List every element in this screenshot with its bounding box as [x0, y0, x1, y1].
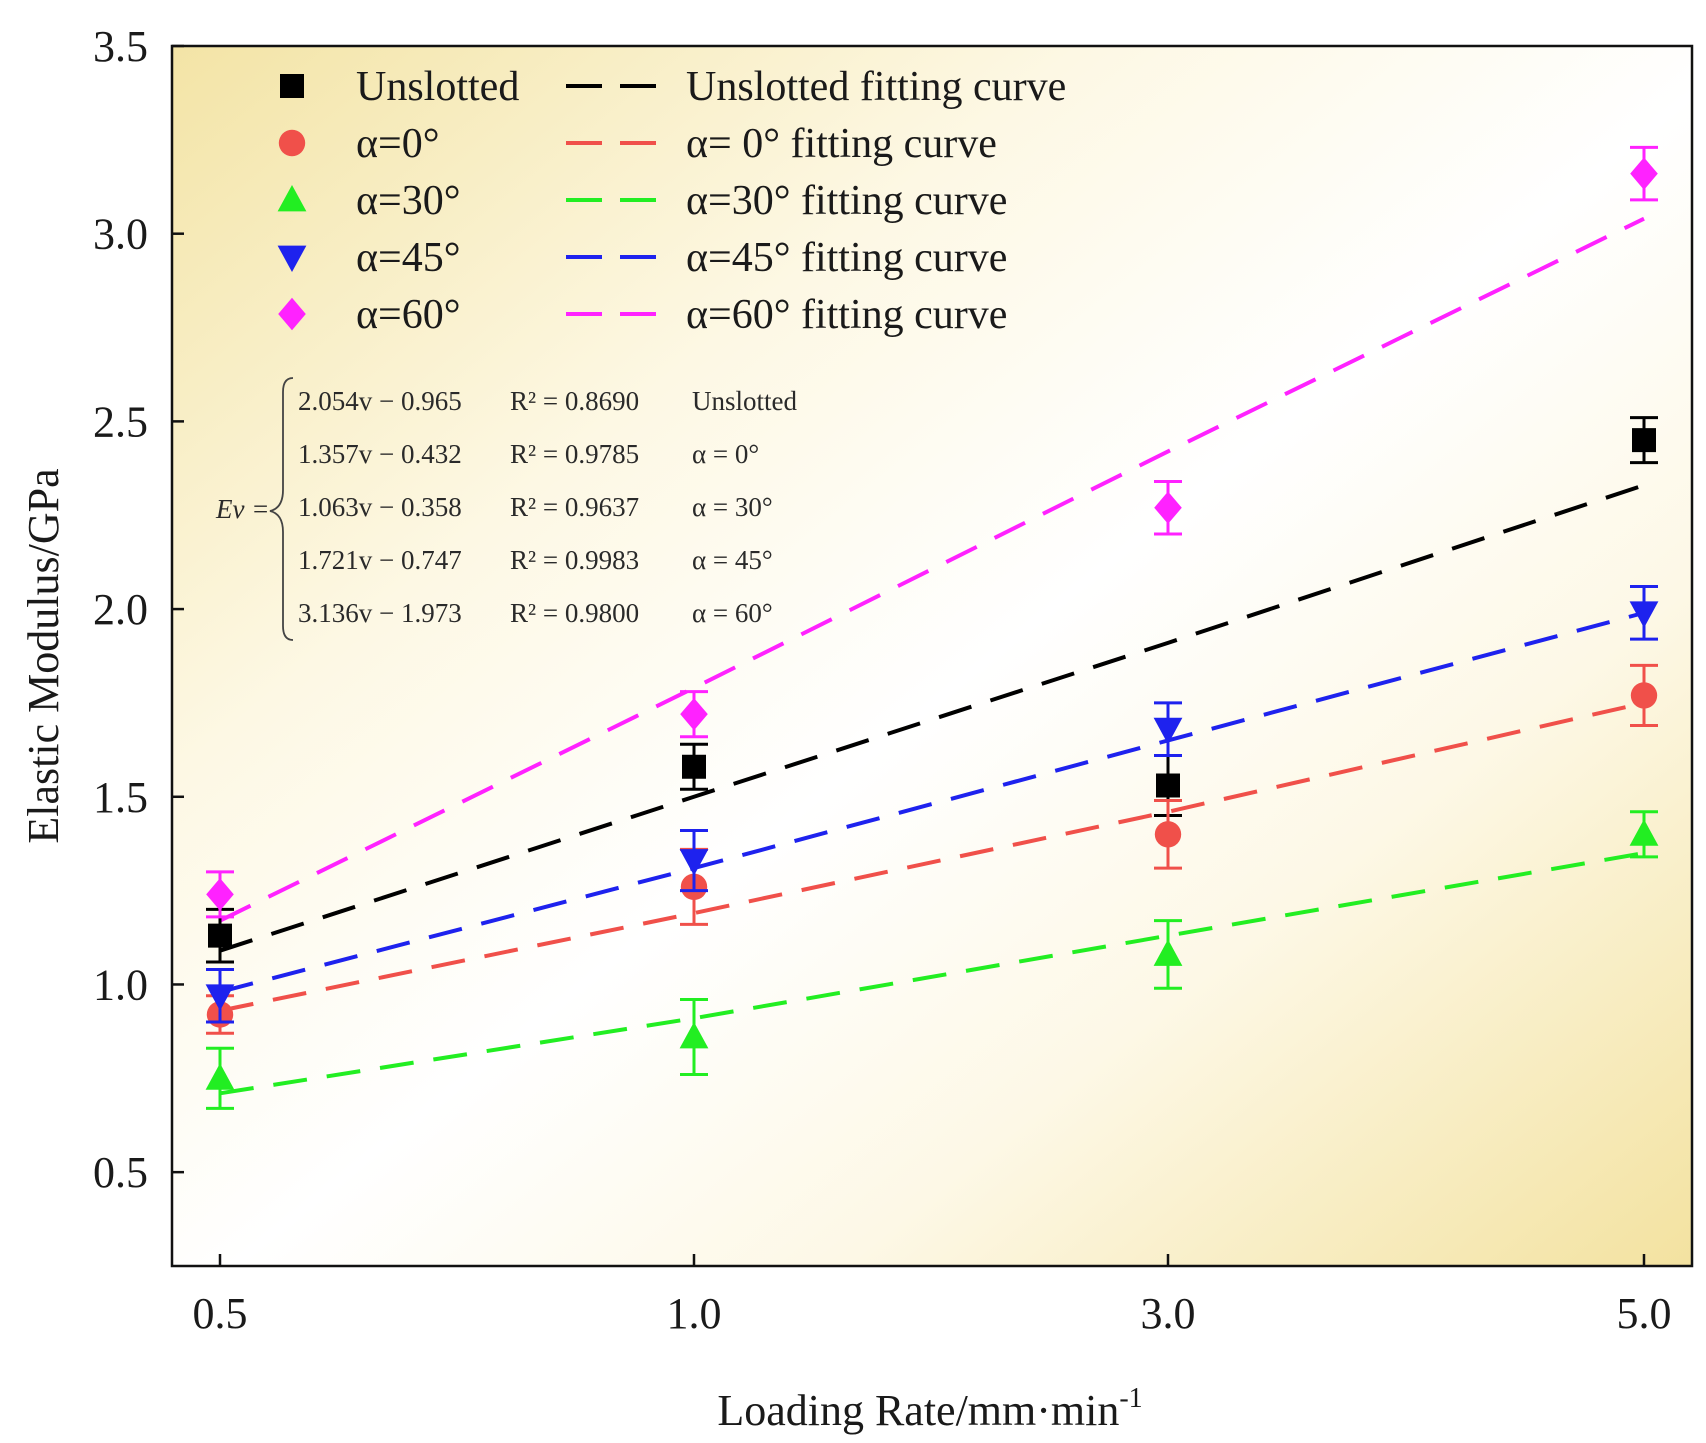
- data-point-2-1: [679, 997, 709, 1077]
- marker-triangle-down: [1629, 601, 1659, 628]
- fit-line-4: [219, 216, 1645, 923]
- marker-diamond: [206, 878, 234, 911]
- equation-label-3: α = 45°: [692, 545, 773, 575]
- marker-diamond: [1154, 491, 1182, 524]
- data-point-3-0: [205, 967, 235, 1024]
- legend-marker-2: [277, 185, 307, 212]
- data-point-1-2: [1154, 799, 1182, 870]
- legend-label-0: Unslotted: [356, 64, 519, 110]
- fit-line-3: [219, 610, 1645, 994]
- equation-expr-0: 2.054v − 0.965: [298, 386, 462, 416]
- axes: 0.5 1.0 1.5 2.0 2.5 3.0 3.5 0.5 1.0 3.0 5.0: [93, 22, 1694, 1338]
- equation-r2-4: R² = 0.9800: [510, 598, 639, 628]
- data-point-4-3: [1630, 145, 1658, 202]
- equation-expr-2: 1.063v − 0.358: [298, 492, 462, 522]
- legend-marker-3: [277, 245, 307, 272]
- legend: Unslotted Unslotted fitting curve α=0° α= 0…: [277, 64, 1066, 338]
- marker-triangle-up: [1629, 819, 1659, 846]
- x-tick-label: 3.0: [1141, 1289, 1196, 1338]
- plot-frame: [170, 44, 1694, 1268]
- legend-fit-label-3: α=45° fitting curve: [686, 235, 1007, 281]
- equation-expr-3: 1.721v − 0.747: [298, 545, 462, 575]
- plot-background: [172, 46, 1692, 1266]
- equation-label-1: α = 0°: [692, 439, 759, 469]
- fit-line-2: [219, 851, 1645, 1096]
- legend-label-1: α=0°: [356, 121, 440, 167]
- legend-fit-label-4: α=60° fitting curve: [686, 292, 1007, 338]
- legend-marker-0: [280, 74, 304, 98]
- marker-triangle-up: [1153, 939, 1183, 966]
- marker-triangle-up: [205, 1063, 235, 1090]
- legend-fit-label-0: Unslotted fitting curve: [686, 64, 1066, 110]
- marker-triangle-up: [679, 1022, 709, 1049]
- equation-r2-1: R² = 0.9785: [510, 439, 639, 469]
- data-point-1-3: [1630, 663, 1658, 727]
- y-tick-label: 3.5: [93, 22, 148, 71]
- marker-square: [208, 923, 232, 948]
- marker-square: [1156, 773, 1180, 798]
- y-tick-label: 2.5: [93, 397, 148, 446]
- x-axis-title-superscript: -1: [1119, 1383, 1142, 1414]
- legend-label-2: α=30°: [356, 178, 461, 224]
- x-axis-title: Loading Rate/mm·min-1: [717, 1383, 1142, 1435]
- data-point-2-0: [205, 1046, 235, 1110]
- y-tick-label: 1.5: [93, 773, 148, 822]
- y-axis-title: Elastic Modulus/GPa: [19, 468, 68, 843]
- legend-label-3: α=45°: [356, 235, 461, 281]
- y-tick-label: 3.0: [93, 210, 148, 259]
- equation-expr-1: 1.357v − 0.432: [298, 439, 462, 469]
- equation-brace: [269, 377, 294, 641]
- marker-square: [1632, 428, 1656, 453]
- data-point-4-0: [206, 870, 234, 919]
- fit-line-1: [219, 700, 1645, 1013]
- equation-lead: Ev =: [215, 494, 269, 524]
- data-point-4-2: [1154, 479, 1182, 536]
- data-point-4-1: [680, 690, 708, 739]
- equation-r2-3: R² = 0.9983: [510, 545, 639, 575]
- equation-label-2: α = 30°: [692, 492, 773, 522]
- y-tick-label: 2.0: [93, 585, 148, 634]
- data-point-3-3: [1629, 585, 1659, 641]
- data-point-2-2: [1153, 919, 1183, 990]
- x-tick-label: 5.0: [1617, 1289, 1672, 1338]
- y-tick-label: 0.5: [93, 1148, 148, 1197]
- legend-fit-label-1: α= 0° fitting curve: [686, 121, 997, 167]
- equation-r2-2: R² = 0.9637: [510, 492, 639, 522]
- equations-box: Ev = 2.054v − 0.965 R² = 0.8690 Unslotted 1.…: [215, 377, 797, 641]
- fit-line-0: [219, 483, 1645, 953]
- x-tick-label: 0.5: [193, 1289, 248, 1338]
- legend-fit-label-2: α=30° fitting curve: [686, 178, 1007, 224]
- marker-diamond: [680, 697, 708, 731]
- y-tick-label: 1.0: [93, 960, 148, 1009]
- legend-marker-1: [278, 129, 306, 157]
- data-point-0-3: [1630, 416, 1658, 465]
- marker-triangle-down: [679, 849, 709, 876]
- equation-label-4: α = 60°: [692, 598, 773, 628]
- data-point-3-1: [679, 829, 709, 893]
- legend-marker-4: [278, 297, 306, 331]
- data-point-3-2: [1153, 701, 1183, 757]
- data-point-0-1: [680, 742, 708, 791]
- marker-circle: [1154, 821, 1182, 848]
- equation-r2-0: R² = 0.8690: [510, 386, 639, 416]
- fitting-curves: [219, 216, 1645, 1096]
- marker-circle: [1630, 682, 1658, 709]
- marker-triangle-down: [1153, 717, 1183, 745]
- data-points: [205, 145, 1659, 1110]
- legend-label-4: α=60°: [356, 292, 461, 338]
- marker-square: [682, 754, 706, 779]
- marker-triangle-down: [205, 984, 235, 1011]
- equation-label-0: Unslotted: [692, 386, 797, 416]
- x-tick-label: 1.0: [667, 1289, 722, 1338]
- equation-expr-4: 3.136v − 1.973: [298, 598, 462, 628]
- marker-diamond: [1630, 157, 1658, 190]
- data-point-2-3: [1629, 810, 1659, 859]
